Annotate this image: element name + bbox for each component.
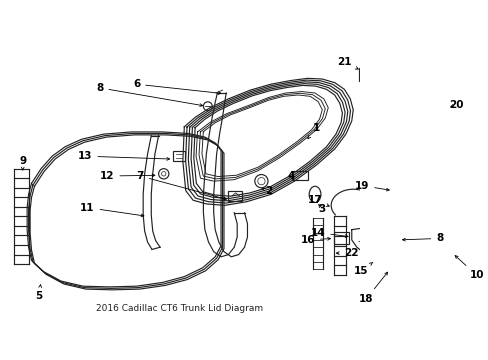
Text: 11: 11 (80, 203, 143, 217)
Text: 10: 10 (454, 256, 483, 280)
Text: 4: 4 (286, 171, 294, 181)
Text: 7: 7 (136, 171, 226, 200)
Text: 19: 19 (354, 181, 388, 191)
Text: 16: 16 (300, 235, 330, 245)
Text: 22: 22 (336, 248, 358, 258)
Text: 1: 1 (307, 123, 320, 139)
Text: 12: 12 (100, 171, 155, 181)
Text: 9: 9 (19, 156, 26, 170)
Text: 20: 20 (448, 100, 462, 110)
Text: 3: 3 (318, 204, 325, 214)
Text: 8: 8 (96, 83, 202, 107)
Text: 13: 13 (78, 151, 169, 161)
Text: 5: 5 (35, 285, 42, 301)
Text: 2016 Cadillac CT6 Trunk Lid Diagram: 2016 Cadillac CT6 Trunk Lid Diagram (96, 304, 263, 313)
Text: 8: 8 (402, 233, 443, 243)
Text: 18: 18 (359, 272, 387, 303)
Text: 6: 6 (133, 79, 221, 94)
Text: 21: 21 (337, 57, 358, 69)
Text: 2: 2 (262, 186, 272, 196)
Text: 17: 17 (307, 195, 328, 206)
Text: 14: 14 (310, 228, 347, 238)
Text: 15: 15 (353, 262, 372, 276)
